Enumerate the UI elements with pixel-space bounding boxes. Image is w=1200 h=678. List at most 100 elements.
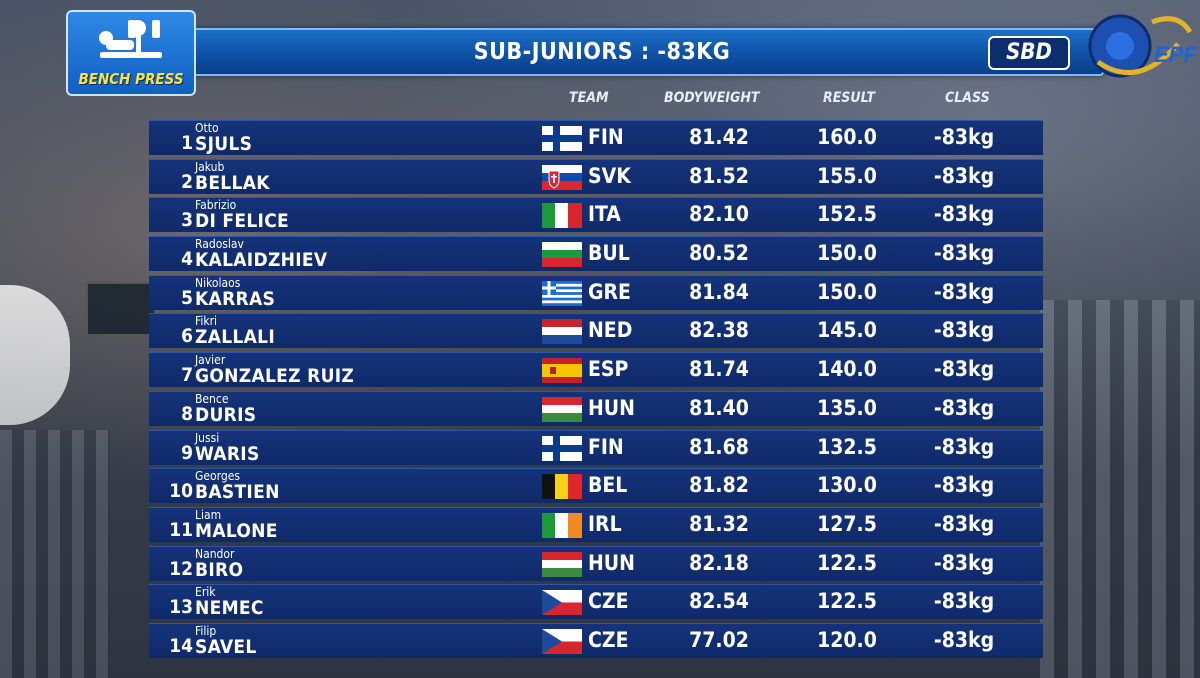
venue-screen bbox=[86, 282, 156, 336]
team-code: HUN bbox=[588, 395, 635, 420]
rank: 14 bbox=[169, 634, 193, 657]
athlete-last-name: DURIS bbox=[195, 403, 257, 426]
table-row: 6 Fikri ZALLALI NED 82.38 145.0 -83kg bbox=[149, 313, 1043, 349]
bodyweight-value: 81.84 bbox=[689, 279, 749, 304]
table-row: 12 Nandor BIRO HUN 82.18 122.5 -83kg bbox=[149, 545, 1043, 581]
team-code: BUL bbox=[588, 241, 630, 266]
class-value: -83kg bbox=[933, 163, 995, 188]
flag-icon-ned bbox=[542, 319, 582, 345]
athlete-first-name: Radoslav bbox=[195, 237, 244, 252]
athlete-first-name: Filip bbox=[195, 623, 217, 638]
class-value: -83kg bbox=[933, 395, 995, 420]
bench-press-logo: BENCH PRESS bbox=[66, 10, 196, 96]
class-value: -83kg bbox=[933, 473, 995, 498]
bodyweight-value: 81.32 bbox=[689, 511, 749, 536]
header-bar: SUB-JUNIORS : -83KG bbox=[100, 28, 1104, 76]
bodyweight-value: 82.38 bbox=[689, 318, 749, 343]
bodyweight-value: 77.02 bbox=[689, 627, 749, 652]
class-value: -83kg bbox=[933, 511, 995, 536]
epf-logo: EPF bbox=[1088, 14, 1197, 78]
athlete-last-name: SJULS bbox=[195, 133, 253, 155]
athlete-first-name: Fikri bbox=[195, 314, 218, 329]
rank: 8 bbox=[181, 402, 193, 425]
bodyweight-value: 81.68 bbox=[689, 434, 749, 459]
athlete-last-name: BASTIEN bbox=[195, 481, 280, 504]
athlete-last-name: WARIS bbox=[195, 442, 260, 465]
flag-icon-fin bbox=[542, 435, 582, 461]
table-row: 11 Liam MALONE IRL 81.32 127.5 -83kg bbox=[149, 506, 1043, 542]
flag-icon-gre bbox=[542, 280, 582, 306]
athlete-last-name: KALAIDZHIEV bbox=[195, 249, 328, 272]
team-code: ESP bbox=[588, 357, 629, 382]
flag-icon-cze bbox=[542, 628, 582, 654]
athlete-first-name: Fabrizio bbox=[195, 198, 237, 213]
rank: 10 bbox=[169, 480, 193, 503]
class-value: -83kg bbox=[933, 550, 995, 575]
result-value: 160.0 bbox=[817, 125, 877, 149]
rank: 2 bbox=[181, 170, 193, 193]
table-row: 1 Otto SJULS FIN 81.42 160.0 -83kg bbox=[149, 120, 1043, 155]
team-code: GRE bbox=[588, 279, 631, 304]
athlete-first-name: Jakub bbox=[195, 159, 225, 174]
rank: 12 bbox=[169, 557, 193, 580]
athlete-last-name: ZALLALI bbox=[195, 326, 275, 349]
result-value: 155.0 bbox=[817, 163, 877, 188]
bodyweight-value: 81.52 bbox=[689, 163, 749, 188]
flag-icon-bul bbox=[542, 242, 582, 268]
result-value: 122.5 bbox=[817, 589, 877, 614]
athlete-first-name: Georges bbox=[195, 469, 240, 484]
bodyweight-value: 81.42 bbox=[689, 125, 749, 149]
flag-icon-hun bbox=[542, 396, 582, 422]
flag-icon-svk bbox=[542, 164, 582, 190]
page-title: SUB-JUNIORS : -83KG bbox=[473, 39, 731, 65]
rank: 1 bbox=[181, 132, 193, 154]
class-value: -83kg bbox=[933, 434, 995, 459]
result-value: 152.5 bbox=[817, 202, 877, 227]
table-row: 5 Nikolaos KARRAS GRE 81.84 150.0 -83kg bbox=[149, 274, 1043, 310]
rank: 3 bbox=[181, 209, 193, 232]
athlete-last-name: NEMEC bbox=[195, 597, 264, 620]
athlete-last-name: DI FELICE bbox=[195, 210, 290, 233]
bench-press-label: BENCH PRESS bbox=[78, 70, 184, 88]
table-row: 7 Javier GONZALEZ RUIZ ESP 81.74 140.0 -… bbox=[149, 352, 1043, 388]
column-bodyweight: BODYWEIGHT bbox=[664, 90, 760, 106]
column-team: TEAM bbox=[569, 90, 609, 106]
athlete-last-name: SAVEL bbox=[195, 635, 257, 658]
result-value: 135.0 bbox=[817, 395, 877, 420]
athlete-last-name: KARRAS bbox=[195, 287, 276, 310]
class-value: -83kg bbox=[933, 357, 995, 382]
team-code: BEL bbox=[588, 473, 628, 498]
bodyweight-value: 81.82 bbox=[689, 473, 749, 498]
results-table: 1 Otto SJULS FIN 81.42 160.0 -83kg 2 Jak… bbox=[149, 120, 1043, 662]
rank: 9 bbox=[181, 441, 193, 464]
team-code: FIN bbox=[588, 125, 624, 149]
flag-icon-cze bbox=[542, 590, 582, 616]
column-result: RESULT bbox=[823, 90, 875, 106]
team-code: FIN bbox=[588, 434, 624, 459]
result-value: 130.0 bbox=[817, 473, 877, 498]
rank: 11 bbox=[169, 518, 193, 541]
result-value: 140.0 bbox=[817, 357, 877, 382]
rank: 7 bbox=[181, 364, 193, 387]
table-row: 13 Erik NEMEC CZE 82.54 122.5 -83kg bbox=[149, 584, 1043, 620]
flag-icon-fin bbox=[542, 126, 582, 151]
table-row: 3 Fabrizio DI FELICE ITA 82.10 152.5 -83… bbox=[149, 197, 1043, 233]
table-row: 9 Jussi WARIS FIN 81.68 132.5 -83kg bbox=[149, 429, 1043, 465]
class-value: -83kg bbox=[933, 589, 995, 614]
result-value: 127.5 bbox=[817, 511, 877, 536]
bench-press-icon bbox=[99, 20, 162, 58]
flag-icon-esp bbox=[542, 358, 582, 384]
bodyweight-value: 81.40 bbox=[689, 395, 749, 420]
rank: 4 bbox=[181, 248, 193, 271]
team-code: SVK bbox=[588, 163, 631, 188]
table-row: 2 Jakub BELLAK SVK 81.52 155.0 -83kg bbox=[149, 158, 1043, 194]
athlete-first-name: Nikolaos bbox=[195, 275, 241, 290]
bodyweight-value: 81.74 bbox=[689, 357, 749, 382]
table-row: 14 Filip SAVEL CZE 77.02 120.0 -83kg bbox=[149, 622, 1043, 658]
epf-label: EPF bbox=[1154, 42, 1197, 67]
venue-chairs-left bbox=[0, 430, 110, 678]
athlete-first-name: Bence bbox=[195, 391, 229, 406]
athlete-first-name: Javier bbox=[195, 353, 226, 368]
flag-icon-ita bbox=[542, 203, 582, 229]
athlete-first-name: Jussi bbox=[195, 430, 220, 445]
